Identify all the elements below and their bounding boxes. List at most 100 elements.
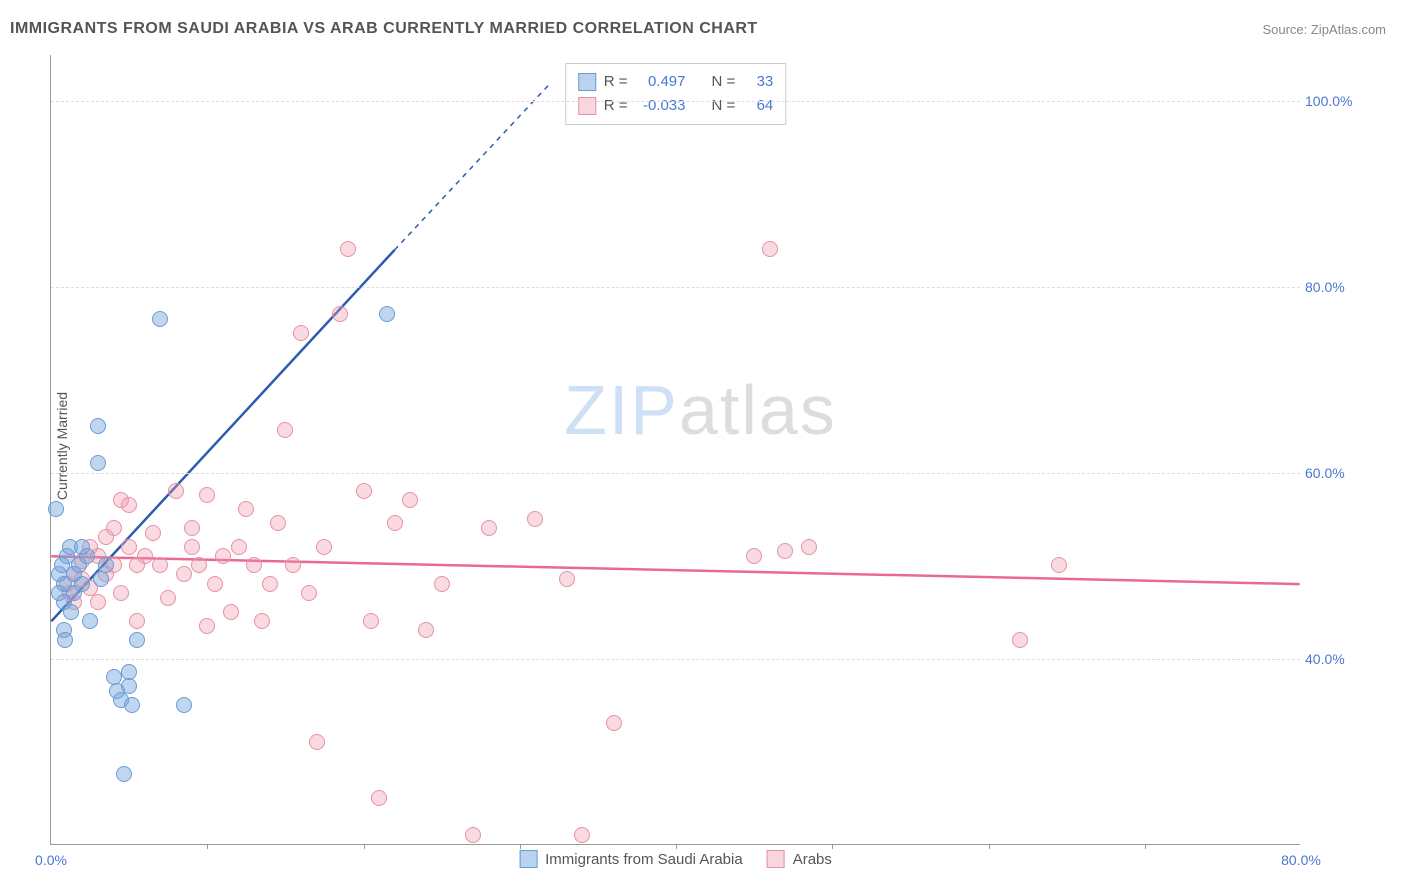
data-point-arabs xyxy=(152,557,168,573)
legend-swatch-icon xyxy=(519,850,537,868)
data-point-arabs xyxy=(356,483,372,499)
x-tick-mark xyxy=(676,844,677,849)
legend-swatch-icon xyxy=(578,97,596,115)
data-point-arabs xyxy=(129,613,145,629)
data-point-arabs xyxy=(371,790,387,806)
data-point-arabs xyxy=(402,492,418,508)
stat-r-value: -0.033 xyxy=(636,94,686,118)
x-tick-label: 0.0% xyxy=(35,852,67,868)
watermark: ZIPatlas xyxy=(564,370,837,450)
chart-title: IMMIGRANTS FROM SAUDI ARABIA VS ARAB CUR… xyxy=(10,20,758,38)
data-point-arabs xyxy=(106,520,122,536)
data-point-arabs xyxy=(168,483,184,499)
data-point-arabs xyxy=(746,548,762,564)
y-tick-label: 80.0% xyxy=(1305,279,1360,295)
data-point-saudi xyxy=(93,571,109,587)
stat-n-value: 64 xyxy=(743,94,773,118)
data-point-arabs xyxy=(285,557,301,573)
y-tick-label: 40.0% xyxy=(1305,651,1360,667)
stats-row: R = 0.497 N = 33 xyxy=(578,70,774,94)
data-point-arabs xyxy=(465,827,481,843)
gridline xyxy=(51,287,1300,288)
data-point-arabs xyxy=(309,734,325,750)
data-point-arabs xyxy=(160,590,176,606)
data-point-saudi xyxy=(48,501,64,517)
stat-n-label: N = xyxy=(712,94,736,118)
data-point-arabs xyxy=(191,557,207,573)
data-point-arabs xyxy=(238,501,254,517)
stat-r-label: R = xyxy=(604,94,628,118)
data-point-arabs xyxy=(113,585,129,601)
data-point-arabs xyxy=(1012,632,1028,648)
data-point-arabs xyxy=(137,548,153,564)
legend-item: Immigrants from Saudi Arabia xyxy=(519,850,743,868)
data-point-arabs xyxy=(559,571,575,587)
chart-plot-area: ZIPatlas R =0.497N =33R =-0.033N =64 Imm… xyxy=(50,55,1300,845)
y-tick-label: 100.0% xyxy=(1305,93,1360,109)
watermark-zip: ZIP xyxy=(564,371,679,449)
data-point-saudi xyxy=(63,604,79,620)
legend-label: Arabs xyxy=(793,851,832,868)
stat-r-label: R = xyxy=(604,70,628,94)
data-point-arabs xyxy=(223,604,239,620)
trendline-arabs xyxy=(51,556,1299,584)
data-point-arabs xyxy=(90,594,106,610)
gridline xyxy=(51,659,1300,660)
data-point-arabs xyxy=(199,618,215,634)
data-point-arabs xyxy=(762,241,778,257)
data-point-arabs xyxy=(270,515,286,531)
gridline xyxy=(51,101,1300,102)
x-tick-label: 80.0% xyxy=(1281,852,1321,868)
stat-n-value: 33 xyxy=(743,70,773,94)
data-point-arabs xyxy=(316,539,332,555)
data-point-saudi xyxy=(176,697,192,713)
data-point-saudi xyxy=(90,418,106,434)
correlation-stats-box: R = 0.497 N = 33 R = -0.033 N = 64 xyxy=(565,63,787,125)
data-point-saudi xyxy=(121,664,137,680)
data-point-saudi xyxy=(57,632,73,648)
data-point-arabs xyxy=(215,548,231,564)
x-tick-mark xyxy=(520,844,521,849)
data-point-saudi xyxy=(90,455,106,471)
data-point-saudi xyxy=(116,766,132,782)
data-point-arabs xyxy=(277,422,293,438)
stat-r-value: 0.497 xyxy=(636,70,686,94)
data-point-arabs xyxy=(262,576,278,592)
data-point-arabs xyxy=(418,622,434,638)
data-point-arabs xyxy=(340,241,356,257)
data-point-arabs xyxy=(207,576,223,592)
data-point-arabs xyxy=(184,539,200,555)
data-point-arabs xyxy=(254,613,270,629)
data-point-saudi xyxy=(129,632,145,648)
x-tick-mark xyxy=(1145,844,1146,849)
legend-item: Arabs xyxy=(767,850,832,868)
data-point-arabs xyxy=(606,715,622,731)
data-point-saudi xyxy=(98,557,114,573)
data-point-arabs xyxy=(301,585,317,601)
data-point-arabs xyxy=(199,487,215,503)
data-point-arabs xyxy=(481,520,497,536)
data-point-arabs xyxy=(363,613,379,629)
data-point-arabs xyxy=(231,539,247,555)
legend: Immigrants from Saudi Arabia Arabs xyxy=(519,850,832,868)
gridline xyxy=(51,473,1300,474)
data-point-arabs xyxy=(434,576,450,592)
data-point-arabs xyxy=(121,497,137,513)
data-point-arabs xyxy=(293,325,309,341)
data-point-arabs xyxy=(246,557,262,573)
trendline-saudi-extension xyxy=(395,83,551,250)
data-point-arabs xyxy=(184,520,200,536)
data-point-saudi xyxy=(121,678,137,694)
data-point-arabs xyxy=(801,539,817,555)
legend-swatch-icon xyxy=(578,73,596,91)
source-attribution: Source: ZipAtlas.com xyxy=(1262,22,1386,37)
stat-n-label: N = xyxy=(712,70,736,94)
x-tick-mark xyxy=(364,844,365,849)
trend-lines-layer xyxy=(51,55,1300,844)
data-point-saudi xyxy=(79,548,95,564)
data-point-arabs xyxy=(121,539,137,555)
data-point-saudi xyxy=(379,306,395,322)
data-point-saudi xyxy=(82,613,98,629)
watermark-atlas: atlas xyxy=(679,371,837,449)
x-tick-mark xyxy=(832,844,833,849)
